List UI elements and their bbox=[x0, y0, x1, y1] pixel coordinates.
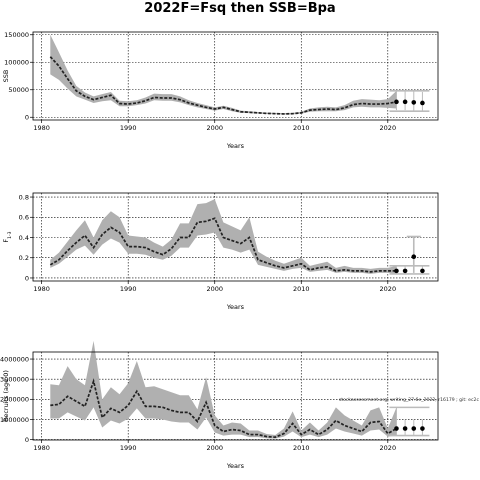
y-tick-label: 0.2 bbox=[19, 254, 29, 262]
y-tick-label: 1000000 bbox=[0, 416, 29, 424]
forecast-point bbox=[402, 99, 408, 105]
forecast-point bbox=[394, 426, 399, 431]
y-tick-label: 0.8 bbox=[19, 193, 29, 201]
forecast-point bbox=[394, 99, 399, 105]
chart-panel-3: 1980 1990 2000 2010 2020 0 1000000 2000000 30000… bbox=[0, 340, 439, 470]
forecast-point bbox=[411, 426, 417, 431]
x-axis-label: Years bbox=[226, 303, 245, 311]
y-tick-label: 0 bbox=[25, 274, 29, 282]
footnote-text: stockassessment.org, writing_27.6e_2022,… bbox=[339, 397, 480, 403]
estimate-line bbox=[49, 217, 397, 273]
x-tick-label: 2020 bbox=[380, 124, 397, 132]
panels: 1980 1990 2000 2010 2020 0 50000 100000 150000 Ye… bbox=[0, 31, 479, 470]
x-tick-label: 2000 bbox=[206, 124, 223, 132]
x-tick-label: 2020 bbox=[380, 285, 397, 293]
y-tick-label: 0 bbox=[25, 114, 29, 122]
x-tick-label: 1980 bbox=[33, 285, 50, 293]
forecast-point bbox=[411, 100, 417, 105]
x-axis-label: Years bbox=[226, 462, 245, 470]
y-tick-label: 0 bbox=[25, 436, 29, 444]
x-tick-label: 2000 bbox=[206, 285, 223, 293]
y-axis-label: F1-3 bbox=[2, 231, 13, 242]
chart-panel-2: 1980 1990 2000 2010 2020 0 0.2 0.4 0.6 0.8 Years F1… bbox=[2, 192, 439, 311]
forecast-point bbox=[402, 268, 408, 274]
x-tick-label: 1990 bbox=[120, 444, 137, 452]
forecast-point bbox=[420, 426, 425, 431]
confidence-band bbox=[50, 340, 397, 439]
confidence-band bbox=[50, 34, 397, 115]
x-tick-label: 1980 bbox=[33, 444, 50, 452]
x-axis-label: Years bbox=[226, 142, 245, 150]
y-tick-label: 100000 bbox=[4, 59, 29, 67]
y-tick-label: 2000000 bbox=[0, 396, 29, 404]
axes-frame bbox=[32, 192, 439, 282]
y-tick-label: 0.6 bbox=[19, 214, 29, 222]
axes-frame bbox=[32, 351, 439, 441]
x-tick-label: 2020 bbox=[380, 444, 397, 452]
x-tick-label: 1990 bbox=[120, 124, 137, 132]
x-tick-label: 2000 bbox=[206, 444, 223, 452]
forecast-point bbox=[394, 268, 399, 274]
x-tick-label: 2010 bbox=[293, 124, 310, 132]
x-tick-label: 1990 bbox=[120, 285, 137, 293]
y-axis-label-subscript: 1-3 bbox=[7, 231, 13, 238]
figure-title: 2022F=Fsq then SSB=Bpa bbox=[144, 1, 335, 16]
y-tick-label: 3000000 bbox=[0, 375, 29, 383]
forecast-point bbox=[420, 100, 425, 106]
y-tick-label: 50000 bbox=[8, 86, 29, 94]
axes-frame bbox=[32, 31, 439, 121]
forecast-point bbox=[411, 254, 417, 260]
chart-panel-1: 1980 1990 2000 2010 2020 0 50000 100000 150000 Ye… bbox=[2, 31, 439, 150]
confidence-band bbox=[50, 199, 397, 274]
y-axis-label: Recruits (age 0) bbox=[2, 370, 10, 422]
x-tick-label: 2010 bbox=[293, 285, 310, 293]
y-axis-label: SSB bbox=[2, 70, 10, 83]
y-tick-label: 0.4 bbox=[19, 234, 29, 242]
estimate-line bbox=[49, 56, 397, 115]
y-tick-label: 150000 bbox=[4, 31, 29, 39]
estimate-line bbox=[50, 378, 397, 439]
y-tick-label: 4000000 bbox=[0, 355, 29, 363]
forecast-point bbox=[402, 426, 408, 431]
x-tick-label: 2010 bbox=[293, 444, 310, 452]
forecast-point bbox=[420, 268, 425, 274]
x-tick-label: 1980 bbox=[33, 124, 50, 132]
